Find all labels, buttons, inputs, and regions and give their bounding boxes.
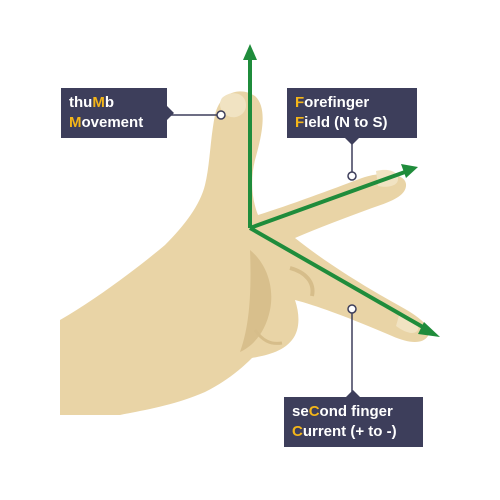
current-arrow-line bbox=[249, 226, 429, 332]
second-label-line2: Current (+ to -) bbox=[292, 423, 397, 440]
forefinger-field-label: Forefinger Field (N to S) bbox=[287, 88, 417, 145]
field-arrows bbox=[243, 44, 440, 337]
second-leader-dot bbox=[347, 304, 357, 314]
thumb-label-line2: Movement bbox=[69, 114, 144, 131]
current-arrowhead bbox=[418, 322, 440, 337]
forefinger-label-line1: Forefinger bbox=[295, 94, 370, 111]
thumbnail bbox=[220, 93, 247, 118]
thumb-movement-label: thuMb Movement bbox=[61, 88, 174, 138]
thumb-label-line1: thuMb bbox=[69, 94, 114, 111]
finger-crease bbox=[289, 266, 315, 297]
hand-shadow bbox=[240, 250, 272, 352]
field-arrow-line bbox=[249, 170, 406, 230]
second-finger-nail bbox=[396, 312, 419, 333]
motion-arrowhead bbox=[243, 44, 257, 60]
leader-lines bbox=[167, 110, 357, 397]
forefinger-label-line2: Field (N to S) bbox=[295, 114, 388, 131]
hand-palm bbox=[60, 91, 429, 415]
forefinger-leader-dot bbox=[347, 171, 357, 181]
knuckle-fold bbox=[253, 329, 283, 345]
field-arrowhead bbox=[401, 164, 418, 178]
second-finger-current-label: seCond finger Current (+ to -) bbox=[284, 390, 423, 447]
second-label-line1: seCond finger bbox=[292, 403, 393, 420]
thumb-leader-dot bbox=[216, 110, 226, 120]
